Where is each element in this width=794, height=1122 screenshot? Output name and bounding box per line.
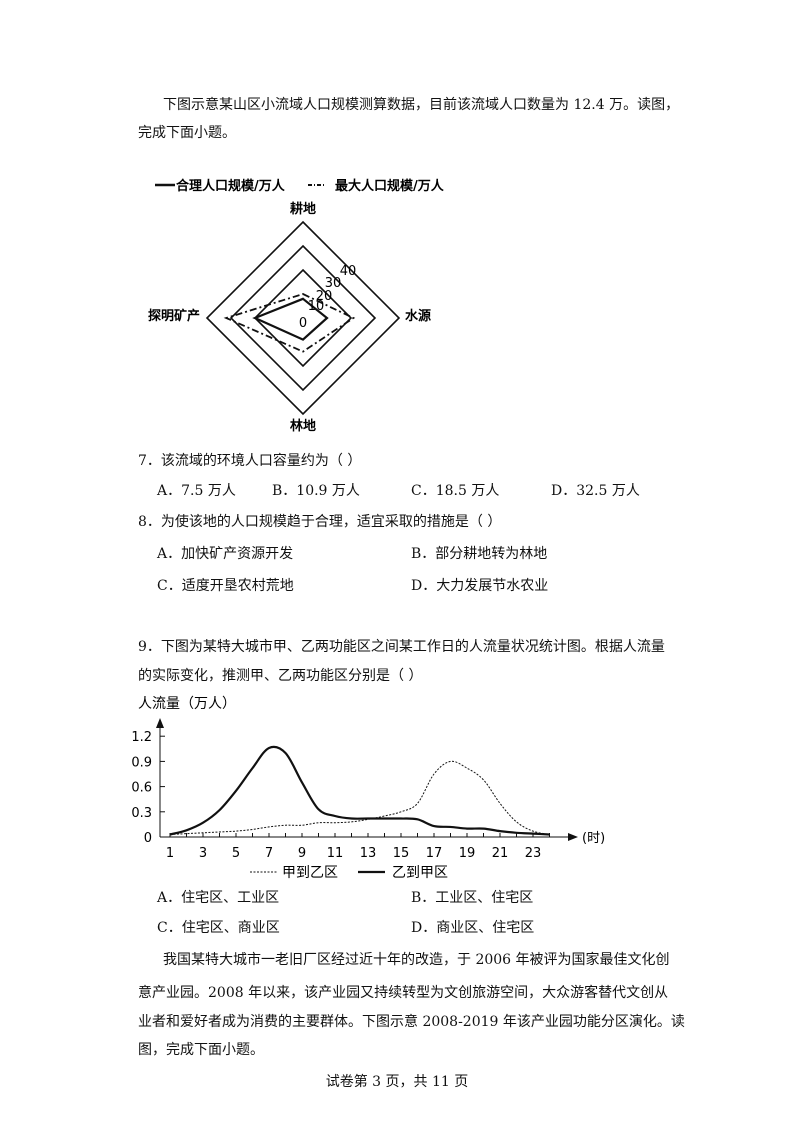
radar-axis-label: 林地 <box>290 418 316 434</box>
x-tick-label: 1 <box>166 846 174 861</box>
q9-option-c: C．住宅区、商业区 <box>157 920 280 936</box>
q8-stem: 8．为使该地的人口规模趋于合理，适宜采取的措施是（ ） <box>138 514 502 530</box>
radar-ring-30 <box>229 244 377 392</box>
q9-option-d: D．商业区、住宅区 <box>411 920 535 936</box>
line-chart: 人流量（万人）(时)00.30.60.91.21 3 5 7 9 11 13 15 17 19 21… <box>131 696 605 881</box>
x-tick-label: 15 <box>393 846 410 861</box>
intro2-line-4: 图，完成下面小题。 <box>138 1042 264 1058</box>
radar-tick-label: 20 <box>316 289 333 304</box>
radar-ring-40 <box>205 220 401 416</box>
y-tick-label: 0.6 <box>131 781 152 796</box>
intro2-line-2: 意产业园。2008 年以来，该产业园又持续转型为文创旅游空间，大众游客替代文创从 <box>138 985 669 1001</box>
q7-option-b: B．10.9 万人 <box>272 483 360 499</box>
q7-option-c: C．18.5 万人 <box>411 483 500 499</box>
radar-ring-20 <box>253 268 353 368</box>
y-axis-label: 人流量（万人） <box>138 696 236 712</box>
y-tick-label: 0 <box>144 831 152 846</box>
q7-option-a: A．7.5 万人 <box>157 483 236 499</box>
radar-series-reasonable <box>252 297 329 341</box>
radar-tick-label: 30 <box>325 276 342 291</box>
q9-option-a: A．住宅区、工业区 <box>157 890 280 906</box>
intro2-line-3: 业者和爱好者成为消费的主要群体。下图示意 2008-2019 年该产业园功能分区… <box>138 1014 685 1030</box>
x-axis-unit: (时) <box>582 831 605 846</box>
y-tick-label: 1.2 <box>131 730 152 745</box>
q7-option-d: D．32.5 万人 <box>551 483 640 499</box>
x-tick-label: 11 <box>327 846 344 861</box>
y-tick-label: 0.9 <box>131 755 152 770</box>
legend-label-yi-to-jia: 乙到甲区 <box>392 865 448 881</box>
radar-tick-label: 0 <box>299 316 307 331</box>
intro-line-1: 下图示意某山区小流域人口规模测算数据，目前该流域人口数量为 12.4 万。读图， <box>163 97 680 113</box>
intro-line-2: 完成下面小题。 <box>138 125 236 141</box>
x-tick-label: 23 <box>525 846 542 861</box>
x-tick-label: 3 <box>199 846 207 861</box>
radar-axis-label: 水源 <box>405 308 431 324</box>
radar-axis-label: 探明矿产 <box>148 308 200 324</box>
x-tick-label: 7 <box>265 846 273 861</box>
q9-line-2: 的实际变化，推测甲、乙两功能区分别是（ ） <box>138 668 423 684</box>
series-line-1 <box>169 745 550 836</box>
legend-label-reasonable: 合理人口规模/万人 <box>176 178 286 194</box>
y-axis-arrow <box>156 718 164 728</box>
y-tick-label: 0.3 <box>131 806 152 821</box>
q7-stem: 7．该流域的环境人口容量约为（ ） <box>138 453 362 469</box>
radar-axis-label: 耕地 <box>290 201 316 217</box>
x-tick-label: 9 <box>298 846 306 861</box>
x-tick-label: 21 <box>492 846 509 861</box>
x-tick-label: 19 <box>459 846 476 861</box>
q8-option-c: C．适度开垦农村荒地 <box>157 578 294 594</box>
series-line-0 <box>169 760 550 835</box>
legend-label-jia-to-yi: 甲到乙区 <box>282 865 338 881</box>
q8-option-b: B．部分耕地转为林地 <box>411 546 548 562</box>
x-tick-label: 13 <box>360 846 377 861</box>
x-axis-arrow <box>568 833 578 841</box>
q9-line-1: 9．下图为某特大城市甲、乙两功能区之间某工作日的人流量状况统计图。根据人流量 <box>138 639 665 655</box>
legend-label-maximum: 最大人口规模/万人 <box>335 178 445 194</box>
page-footer: 试卷第 3 页，共 11 页 <box>325 1074 469 1090</box>
q8-option-d: D．大力发展节水农业 <box>411 578 549 594</box>
q8-option-a: A．加快矿产资源开发 <box>157 546 294 562</box>
x-tick-label: 17 <box>426 846 443 861</box>
radar-tick-label: 10 <box>308 299 325 314</box>
radar-tick-label: 40 <box>340 264 357 279</box>
x-tick-label: 5 <box>232 846 240 861</box>
q9-option-b: B．工业区、住宅区 <box>411 890 534 906</box>
radar-series-maximum <box>223 293 356 353</box>
intro2-line-1: 我国某特大城市一老旧厂区经过近十年的改造，于 2006 年被评为国家最佳文化创 <box>163 952 670 968</box>
